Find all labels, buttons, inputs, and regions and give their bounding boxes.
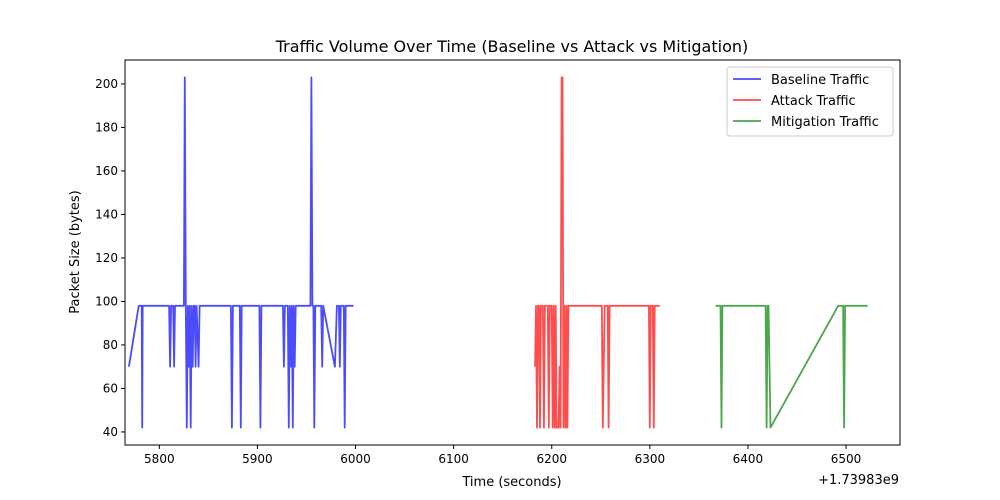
legend-box xyxy=(726,66,894,137)
y-tick-label: 180 xyxy=(95,120,118,134)
x-axis-offset-label: +1.73983e9 xyxy=(818,473,899,488)
y-tick-label: 100 xyxy=(95,294,118,308)
series-line-3 xyxy=(715,304,868,429)
x-tick-label: 6000 xyxy=(340,452,371,466)
legend-label-1: Baseline Traffic xyxy=(771,73,869,88)
x-tick-label: 6300 xyxy=(635,452,666,466)
legend: Baseline Traffic Attack Traffic Mitigation… xyxy=(726,66,894,137)
y-tick-label: 40 xyxy=(103,425,118,439)
chart-title: Traffic Volume Over Time (Baseline vs At… xyxy=(275,37,749,56)
plot-frame xyxy=(124,59,901,446)
y-tick-label: 80 xyxy=(103,338,118,352)
x-tick-label: 5800 xyxy=(144,452,175,466)
x-axis: 5800 5900 6000 6100 6200 6300 6400 6500 xyxy=(144,445,861,466)
x-tick-label: 6100 xyxy=(438,452,469,466)
series-line-2 xyxy=(534,76,660,429)
x-axis-label: Time (seconds) xyxy=(461,475,561,490)
y-axis-label: Packet Size (bytes) xyxy=(68,190,83,313)
legend-label-2: Attack Traffic xyxy=(771,94,856,109)
y-tick-label: 140 xyxy=(95,207,118,221)
y-axis: 40 60 80 100 120 140 160 180 200 xyxy=(95,77,125,439)
y-tick-label: 160 xyxy=(95,164,118,178)
x-tick-label: 6500 xyxy=(831,452,862,466)
x-tick-label: 6400 xyxy=(733,452,764,466)
x-tick-label: 6200 xyxy=(536,452,567,466)
series-line-1 xyxy=(128,76,354,429)
legend-label-3: Mitigation Traffic xyxy=(771,115,879,130)
series-layer xyxy=(128,76,868,429)
x-tick-label: 5900 xyxy=(242,452,273,466)
y-tick-label: 120 xyxy=(95,251,118,265)
y-tick-label: 200 xyxy=(95,77,118,91)
y-tick-label: 60 xyxy=(103,381,118,395)
